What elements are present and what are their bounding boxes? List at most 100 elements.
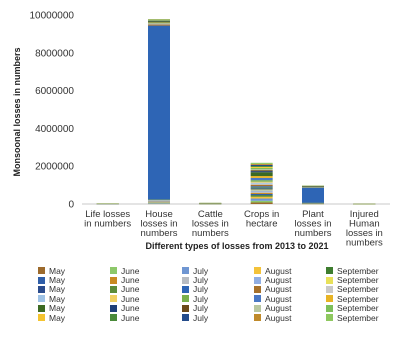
legend-label: June	[121, 275, 140, 286]
bar-segment	[148, 202, 170, 204]
bar-segment	[250, 181, 273, 183]
legend-swatch	[38, 304, 45, 312]
legend-swatch	[38, 276, 45, 284]
legend-swatch	[182, 267, 189, 275]
legend-swatch	[110, 276, 117, 284]
legend-item: June	[110, 303, 182, 314]
bar-segment	[250, 192, 273, 194]
legend-item: July	[182, 275, 254, 286]
bar-segment	[250, 177, 273, 181]
legend-label: June	[121, 303, 140, 314]
bar-segment	[250, 183, 273, 185]
legend-item: May	[38, 312, 110, 323]
legend-item: August	[254, 266, 326, 276]
bar-segment	[250, 176, 273, 178]
legend-label: September	[337, 275, 379, 286]
legend-item: August	[254, 275, 326, 285]
legend-item: August	[254, 284, 326, 295]
legend-label: July	[193, 312, 209, 323]
bar-segment	[250, 187, 273, 189]
x-category-label: House losses in numbers	[141, 209, 178, 239]
x-category-label: Cattle losses in numbers	[192, 209, 229, 239]
legend-item: June	[110, 312, 182, 323]
legend-swatch	[254, 304, 261, 312]
legend-swatch	[254, 295, 261, 303]
bar-segment	[250, 172, 273, 177]
bar-segment	[250, 184, 273, 187]
legend-item: September	[326, 303, 398, 314]
bar-segment	[250, 195, 273, 197]
legend-item: July	[182, 303, 254, 314]
legend-swatch	[326, 295, 333, 303]
legend-label: June	[121, 293, 140, 304]
y-tick-label: 4000000	[35, 124, 74, 135]
legend-swatch	[110, 314, 117, 322]
legend-label: May	[49, 284, 66, 295]
bar-segment	[148, 19, 170, 20]
legend-swatch	[182, 295, 189, 303]
bar-segment	[250, 163, 273, 165]
legend-label: May	[49, 303, 66, 314]
legend-item: May	[38, 275, 110, 286]
legend-swatch	[326, 285, 333, 293]
chart-legend: May June July August September May June July Aug…	[38, 265, 400, 323]
legend-label: May	[49, 275, 66, 286]
y-tick-label: 6000000	[35, 86, 74, 97]
legend-item: September	[326, 265, 398, 276]
legend-swatch	[110, 267, 117, 275]
legend-item: May	[38, 266, 110, 276]
y-tick-label: 0	[68, 200, 74, 211]
legend-swatch	[254, 285, 261, 293]
bar-segment	[250, 202, 273, 204]
bar-segment	[250, 169, 273, 171]
legend-label: May	[49, 312, 66, 323]
x-category-label: Life losses in numbers	[84, 209, 131, 230]
x-category-label: Crops in hectare	[244, 209, 279, 230]
legend-swatch	[182, 304, 189, 312]
legend-item: September	[326, 284, 398, 294]
legend-item: June	[110, 284, 182, 294]
legend-swatch	[326, 314, 333, 322]
bar-segment	[250, 162, 273, 164]
legend-swatch	[254, 276, 261, 284]
bar-segment	[250, 190, 273, 192]
legend-item: June	[110, 293, 182, 304]
bar-segment	[250, 167, 273, 170]
legend-label: September	[337, 303, 379, 314]
bar-segment	[148, 24, 170, 26]
legend-label: September	[337, 312, 379, 323]
legend-item: August	[254, 294, 326, 304]
legend-item: July	[182, 293, 254, 304]
y-tick-label: 10000000	[30, 11, 75, 22]
legend-swatch	[182, 285, 189, 293]
bar-segment	[250, 182, 273, 184]
legend-swatch	[326, 267, 333, 275]
bar-segment	[250, 180, 273, 182]
x-axis-title: Different types of losses from 2013 to 2…	[145, 241, 328, 251]
legend-swatch	[38, 267, 45, 275]
legend-label: August	[265, 312, 292, 323]
legend-item: July	[182, 266, 254, 276]
legend-label: May	[49, 293, 66, 304]
legend-item: July	[182, 284, 254, 294]
legend-label: September	[337, 265, 379, 276]
legend-label: July	[193, 303, 209, 314]
x-category-label: Injured Human losses in numbers	[346, 209, 383, 249]
bar-segment	[250, 171, 273, 173]
legend-item: June	[110, 275, 182, 286]
legend-label: July	[193, 275, 209, 286]
bar-segment	[250, 166, 273, 167]
legend-swatch	[38, 314, 45, 322]
legend-swatch	[110, 304, 117, 312]
legend-swatch	[38, 295, 45, 303]
legend-label: June	[121, 312, 140, 323]
legend-label: July	[193, 293, 209, 304]
legend-swatch	[38, 285, 45, 293]
legend-item: September	[326, 312, 398, 323]
bar-segment	[250, 189, 273, 191]
bar-segment	[250, 200, 273, 203]
legend-item: May	[38, 293, 110, 304]
legend-label: August	[265, 284, 292, 295]
legend-label: August	[265, 303, 292, 314]
